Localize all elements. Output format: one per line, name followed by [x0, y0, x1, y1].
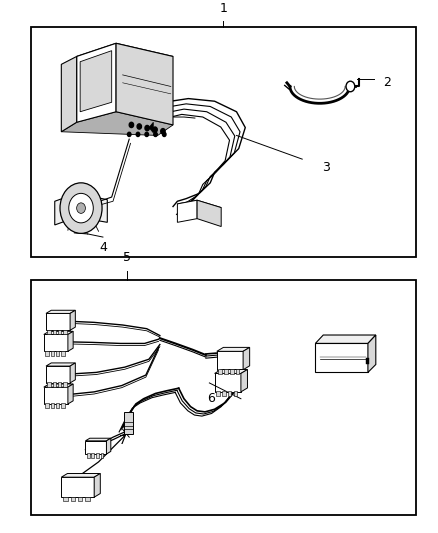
Polygon shape	[61, 112, 173, 135]
Polygon shape	[85, 441, 106, 454]
Polygon shape	[55, 193, 107, 225]
Polygon shape	[46, 313, 70, 330]
Polygon shape	[315, 343, 368, 373]
Polygon shape	[44, 332, 73, 335]
Circle shape	[137, 124, 141, 129]
Circle shape	[69, 193, 93, 223]
Circle shape	[145, 125, 149, 131]
Text: 6: 6	[207, 392, 215, 405]
Polygon shape	[149, 122, 153, 133]
Polygon shape	[61, 56, 77, 132]
Polygon shape	[85, 438, 111, 441]
Polygon shape	[46, 363, 75, 366]
Text: 7: 7	[119, 434, 127, 447]
Circle shape	[154, 132, 157, 136]
Polygon shape	[94, 473, 100, 497]
Polygon shape	[61, 477, 94, 497]
Polygon shape	[368, 335, 376, 373]
Polygon shape	[116, 43, 173, 125]
Polygon shape	[106, 438, 111, 454]
Bar	[56, 351, 59, 356]
Bar	[91, 454, 94, 458]
Circle shape	[145, 132, 148, 136]
Bar	[53, 382, 56, 387]
Polygon shape	[70, 310, 75, 330]
Circle shape	[346, 81, 355, 92]
Bar	[56, 403, 59, 408]
Bar	[230, 369, 233, 374]
Bar	[50, 351, 54, 356]
Polygon shape	[77, 43, 116, 122]
Bar	[64, 330, 67, 335]
Text: 5: 5	[123, 252, 131, 264]
Polygon shape	[215, 369, 247, 374]
Polygon shape	[68, 332, 73, 351]
Text: 2: 2	[383, 76, 391, 90]
Bar	[216, 391, 220, 396]
Circle shape	[129, 122, 134, 127]
Bar	[31, 28, 416, 256]
Bar	[219, 369, 222, 374]
Bar	[61, 403, 64, 408]
Bar	[236, 369, 240, 374]
Circle shape	[60, 183, 102, 233]
Bar	[50, 403, 54, 408]
Circle shape	[136, 132, 140, 136]
Polygon shape	[315, 335, 376, 343]
Bar	[53, 330, 56, 335]
Bar	[222, 391, 226, 396]
Polygon shape	[70, 363, 75, 383]
Bar	[61, 351, 64, 356]
Bar	[58, 330, 61, 335]
Polygon shape	[215, 374, 241, 392]
Bar	[47, 382, 51, 387]
Bar	[96, 454, 99, 458]
Polygon shape	[241, 369, 247, 392]
Bar	[101, 454, 103, 458]
Bar	[85, 497, 90, 502]
Polygon shape	[217, 351, 243, 370]
Text: 3: 3	[322, 160, 330, 174]
Bar	[87, 454, 90, 458]
Bar	[78, 497, 82, 502]
Polygon shape	[80, 51, 112, 112]
Bar	[64, 497, 68, 502]
Polygon shape	[68, 384, 73, 404]
Bar	[45, 351, 49, 356]
Circle shape	[162, 132, 166, 136]
Circle shape	[153, 127, 157, 132]
Circle shape	[77, 203, 85, 213]
Bar	[224, 369, 228, 374]
Bar	[71, 497, 75, 502]
Polygon shape	[46, 310, 75, 313]
Circle shape	[127, 132, 131, 136]
Circle shape	[161, 128, 165, 134]
Polygon shape	[44, 387, 68, 404]
Polygon shape	[243, 348, 250, 370]
Polygon shape	[44, 384, 73, 387]
Bar	[31, 280, 416, 514]
Bar	[47, 330, 51, 335]
Text: 4: 4	[99, 241, 107, 254]
Bar	[45, 403, 49, 408]
Polygon shape	[46, 366, 70, 383]
Polygon shape	[44, 335, 68, 351]
Polygon shape	[177, 200, 197, 222]
Polygon shape	[217, 348, 250, 351]
Bar	[58, 382, 61, 387]
Polygon shape	[61, 473, 100, 477]
Polygon shape	[77, 43, 173, 70]
Bar	[228, 391, 231, 396]
Bar	[233, 391, 237, 396]
Polygon shape	[177, 200, 221, 212]
Bar	[64, 382, 67, 387]
Polygon shape	[197, 200, 221, 227]
Bar	[124, 412, 133, 434]
Text: 1: 1	[219, 2, 227, 15]
Bar	[366, 358, 369, 365]
